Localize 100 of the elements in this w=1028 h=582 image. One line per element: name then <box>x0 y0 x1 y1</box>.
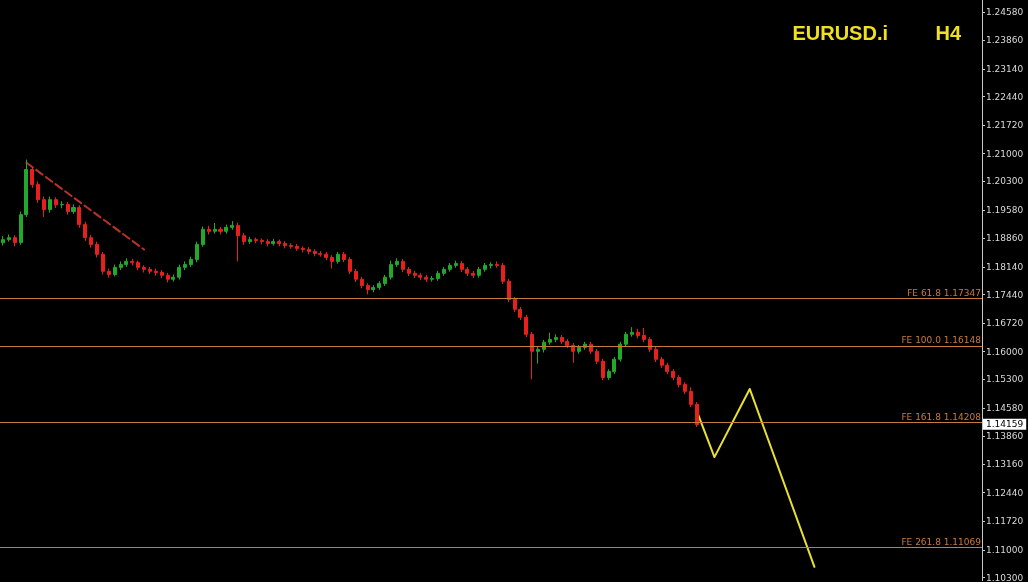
candlestick <box>324 251 328 261</box>
candlestick <box>54 196 58 209</box>
candlestick <box>160 269 164 279</box>
candlestick <box>48 195 52 214</box>
ref-line-label: FE 61.8 1.17347 <box>907 287 981 298</box>
candlestick <box>89 234 93 249</box>
candlestick <box>283 240 287 249</box>
candlestick <box>113 264 117 277</box>
y-tick-label: 1.12440 <box>986 487 1024 498</box>
candlestick <box>224 224 228 235</box>
ref-line-label: FE 100.0 1.16148 <box>901 335 982 346</box>
candlestick <box>648 336 652 353</box>
candlestick <box>671 368 675 381</box>
candlestick <box>477 266 481 279</box>
candlestick <box>354 268 358 283</box>
candlestick <box>683 381 687 395</box>
candlestick <box>371 284 375 293</box>
candlestick <box>130 258 134 266</box>
candlestick <box>248 236 252 245</box>
candlestick <box>213 222 217 235</box>
candlestick <box>489 261 493 270</box>
y-tick-label: 1.22440 <box>986 91 1024 102</box>
candlestick <box>342 251 346 263</box>
candlestick <box>536 345 540 365</box>
candlestick <box>548 332 552 346</box>
y-tick-label: 1.16720 <box>986 318 1024 329</box>
candlestick <box>301 245 305 253</box>
candlestick <box>366 282 370 295</box>
candlestick <box>207 225 211 235</box>
candlestick <box>630 326 634 338</box>
candlestick <box>330 254 334 270</box>
candlestick <box>218 226 223 235</box>
y-tick-label: 1.19580 <box>986 204 1024 215</box>
candlestick <box>77 204 81 229</box>
candlestick <box>595 348 599 365</box>
candlestick <box>30 165 34 189</box>
candlestick <box>448 262 452 273</box>
y-tick-label: 1.16000 <box>986 346 1024 357</box>
y-tick-label: 1.23140 <box>986 63 1024 74</box>
candlestick <box>495 260 499 269</box>
candlestick <box>1 235 5 247</box>
candlestick <box>407 266 411 277</box>
y-tick-label: 1.11720 <box>986 516 1024 527</box>
candlestick <box>336 251 340 265</box>
candlestick <box>260 237 264 245</box>
text: 1.14159 <box>986 419 1024 430</box>
candlestick <box>677 374 681 388</box>
candlestick <box>636 328 640 339</box>
y-tick-label: 1.21000 <box>986 148 1024 159</box>
candlestick <box>183 260 187 271</box>
candlestick <box>307 246 311 255</box>
candlestick <box>642 327 646 343</box>
candlestick <box>430 275 434 283</box>
candlestick <box>654 346 658 363</box>
candlestick <box>7 233 11 243</box>
candlestick <box>60 200 64 209</box>
candlestick <box>171 273 175 283</box>
candlestick <box>571 342 575 364</box>
candlestick <box>42 195 46 218</box>
candlestick <box>624 331 628 348</box>
candlestick <box>436 270 440 282</box>
candlestick <box>95 241 99 258</box>
y-tick-label: 1.10300 <box>986 572 1024 582</box>
candlestick <box>236 222 240 262</box>
ref-line-label: FE 161.8 1.14208 <box>901 412 982 423</box>
text: H4 <box>935 22 962 44</box>
y-tick-label: 1.13860 <box>986 431 1024 442</box>
y-tick-label: 1.15300 <box>986 374 1024 385</box>
y-tick-label: 1.18140 <box>986 261 1024 272</box>
y-tick-label: 1.13160 <box>986 459 1024 470</box>
text: EURUSD.i <box>792 22 889 44</box>
candlestick <box>201 226 205 248</box>
candlestick <box>177 264 181 281</box>
candlestick <box>101 251 105 275</box>
candlestick <box>277 239 281 247</box>
candlestick <box>689 386 693 408</box>
ref-line-label: FE 261.8 1.11069 <box>901 536 982 547</box>
candlestick <box>601 358 605 381</box>
candlestick <box>289 242 293 250</box>
candlestick <box>483 262 487 273</box>
candlestick <box>242 232 246 246</box>
candlestick <box>148 266 152 275</box>
candlestick <box>230 220 234 231</box>
candlestick <box>266 238 270 247</box>
candlestick <box>424 274 428 283</box>
candlestick <box>295 243 299 252</box>
candlestick <box>348 256 352 275</box>
candlestick <box>618 341 622 363</box>
candlestick <box>471 270 475 279</box>
candlestick <box>71 203 76 215</box>
y-tick-label: 1.24580 <box>986 6 1024 17</box>
candlestick <box>442 266 446 277</box>
candlestick <box>136 260 140 271</box>
candlestick <box>195 241 199 263</box>
candlestick <box>524 314 528 338</box>
candlestick <box>401 258 405 273</box>
candlestick <box>189 256 193 268</box>
y-tick-label: 1.20300 <box>986 176 1024 187</box>
candlestick <box>254 237 258 244</box>
candlestick <box>66 201 70 216</box>
